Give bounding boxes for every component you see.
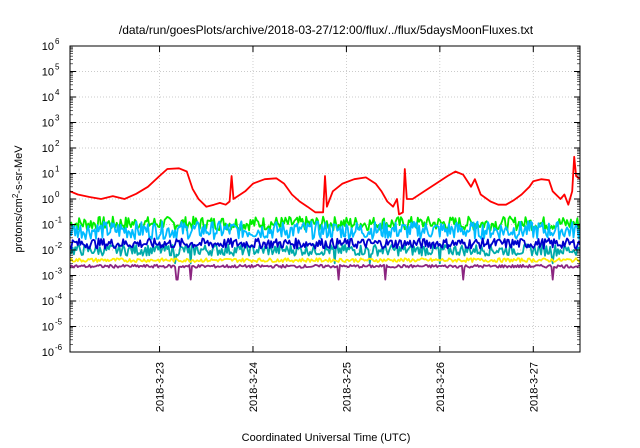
y-tick-label: 10 bbox=[42, 143, 54, 155]
y-tick-exponent: 4 bbox=[55, 88, 60, 97]
y-tick-exponent: 2 bbox=[55, 139, 60, 148]
y-tick-exponent: 0 bbox=[55, 190, 60, 199]
y-tick-label: 10 bbox=[42, 92, 54, 104]
y-tick-exponent: 3 bbox=[55, 114, 60, 123]
series-line-6 bbox=[70, 263, 580, 281]
series-line-3 bbox=[70, 243, 580, 265]
x-tick-label: 2018-3-26 bbox=[435, 362, 447, 412]
chart-title: /data/run/goesPlots/archive/2018-03-27/1… bbox=[119, 23, 534, 37]
y-tick-exponent: -6 bbox=[55, 343, 63, 352]
y-tick-label: 10 bbox=[42, 271, 54, 283]
y-tick-exponent: -1 bbox=[55, 216, 63, 225]
y-tick-label: 10 bbox=[42, 194, 54, 206]
y-tick-exponent: 6 bbox=[55, 37, 60, 46]
series-line-2 bbox=[70, 220, 580, 241]
x-tick-label: 2018-3-24 bbox=[248, 362, 260, 412]
y-tick-label: 10 bbox=[42, 245, 54, 257]
y-tick-exponent: 5 bbox=[55, 63, 60, 72]
y-tick-exponent: -5 bbox=[55, 318, 63, 327]
series-line-0 bbox=[70, 155, 580, 216]
y-tick-label: 10 bbox=[42, 169, 54, 181]
y-tick-exponent: 1 bbox=[55, 165, 60, 174]
series-line-5 bbox=[70, 257, 580, 264]
y-tick-label: 10 bbox=[42, 220, 54, 232]
y-tick-exponent: -2 bbox=[55, 241, 63, 250]
y-tick-label: 10 bbox=[42, 118, 54, 130]
x-axis-label: Coordinated Universal Time (UTC) bbox=[242, 432, 411, 444]
y-tick-label: 10 bbox=[42, 296, 54, 308]
x-tick-label: 2018-3-27 bbox=[528, 362, 540, 412]
y-tick-exponent: -4 bbox=[55, 292, 63, 301]
y-tick-exponent: -3 bbox=[55, 267, 63, 276]
y-tick-label: 10 bbox=[42, 67, 54, 79]
y-tick-label: 10 bbox=[42, 41, 54, 53]
y-tick-labels: 10 -610 -510 -410 -310 -210 -110 010 110 210 310 41… bbox=[42, 37, 63, 359]
x-tick-label: 2018-3-25 bbox=[341, 362, 353, 412]
y-tick-label: 10 bbox=[42, 322, 54, 334]
x-tick-label: 2018-3-23 bbox=[155, 362, 167, 412]
series-group bbox=[70, 155, 580, 281]
y-axis-label: protons/cm2-s-sr-MeV bbox=[11, 145, 25, 253]
tick-marks bbox=[70, 45, 580, 353]
y-tick-label: 10 bbox=[42, 347, 54, 359]
x-tick-labels: 2018-3-23 2018-3-24 2018-3-25 2018-3-26 2018… bbox=[155, 362, 541, 412]
series-line-4 bbox=[70, 237, 580, 250]
grid-lines bbox=[70, 46, 580, 352]
